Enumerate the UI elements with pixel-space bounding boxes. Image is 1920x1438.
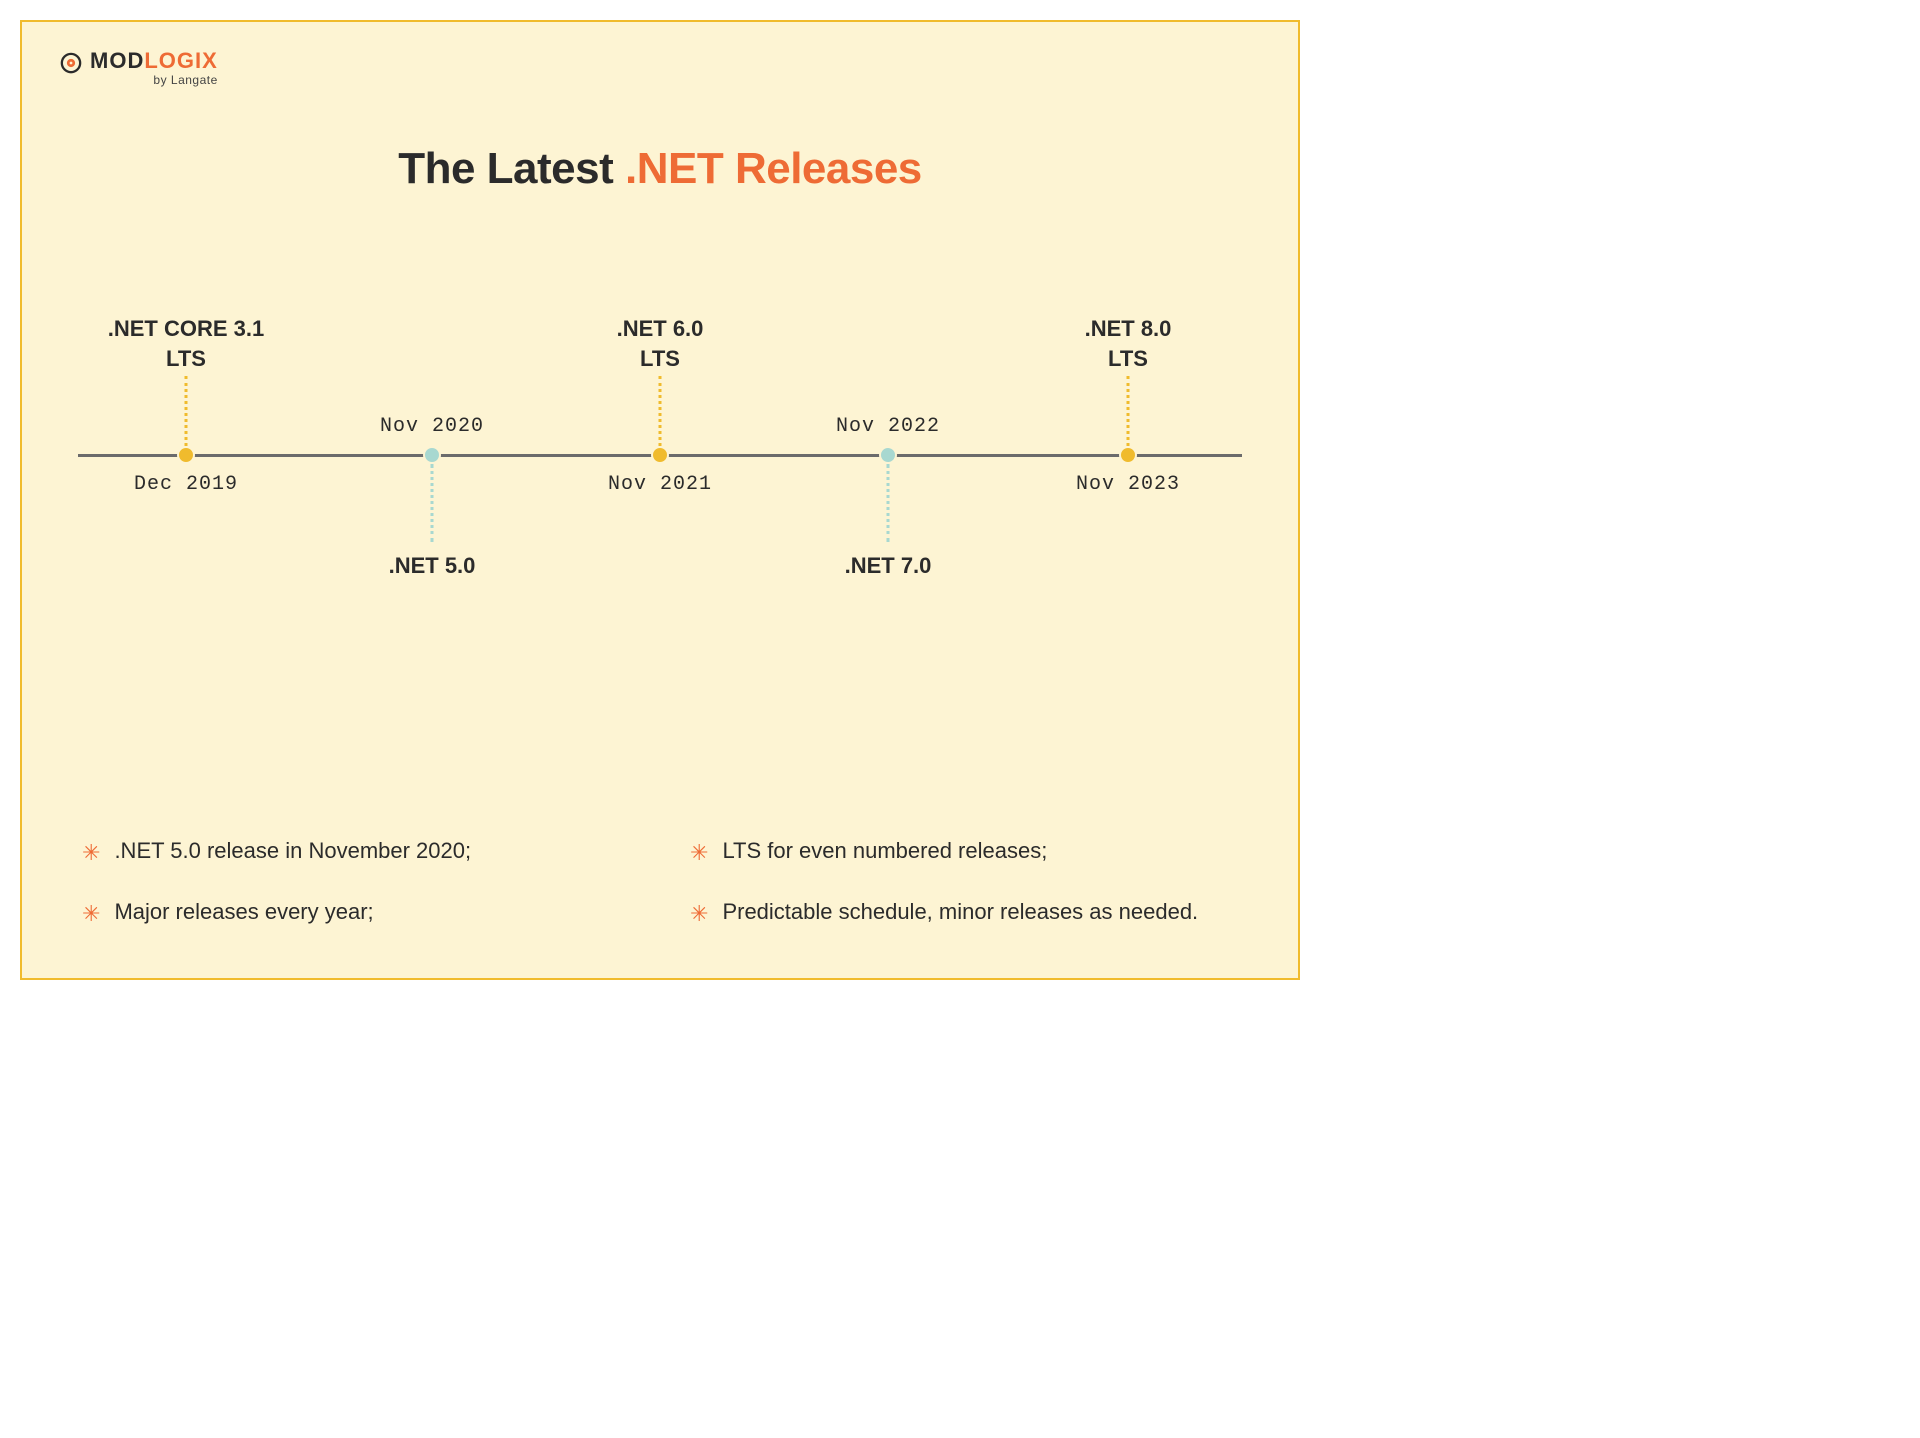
release-label: .NET CORE 3.1LTS [108, 314, 264, 373]
bullet-item: ✳ .NET 5.0 release in November 2020; [82, 836, 630, 869]
logo-text-dark: MOD [90, 48, 144, 73]
bullet-column-left: ✳ .NET 5.0 release in November 2020; ✳ Majo… [82, 836, 630, 930]
bullet-text: .NET 5.0 release in November 2020; [114, 836, 471, 867]
asterisk-icon: ✳ [690, 899, 708, 930]
bullet-text: LTS for even numbered releases; [722, 836, 1047, 867]
release-lts-tag: LTS [617, 344, 704, 374]
asterisk-icon: ✳ [82, 838, 100, 869]
title-accent: .NET Releases [625, 144, 922, 193]
bullet-section: ✳ .NET 5.0 release in November 2020; ✳ Majo… [82, 836, 1238, 930]
page-title: The Latest .NET Releases [60, 144, 1260, 194]
bullet-item: ✳ Major releases every year; [82, 897, 630, 930]
timeline-connector [431, 464, 434, 542]
release-label: .NET 7.0 [845, 553, 932, 579]
release-name: .NET 8.0 [1085, 314, 1172, 344]
logo: MODLOGIX by Langate [60, 50, 1260, 86]
release-name: .NET CORE 3.1 [108, 314, 264, 344]
release-date: Nov 2022 [836, 415, 940, 438]
bullet-text: Major releases every year; [114, 897, 373, 928]
release-lts-tag: LTS [1085, 344, 1172, 374]
release-name: .NET 6.0 [617, 314, 704, 344]
release-label: .NET 5.0 [389, 553, 476, 579]
release-date: Dec 2019 [134, 473, 238, 496]
release-date: Nov 2023 [1076, 473, 1180, 496]
bullet-item: ✳ Predictable schedule, minor releases as… [690, 897, 1238, 930]
logo-subtitle: by Langate [90, 74, 218, 86]
asterisk-icon: ✳ [690, 838, 708, 869]
logo-wordmark: MODLOGIX [90, 50, 218, 72]
timeline-connector [887, 464, 890, 542]
timeline: .NET CORE 3.1LTSDec 2019Nov 2020.NET 5.0… [60, 314, 1260, 634]
timeline-dot [423, 446, 441, 464]
asterisk-icon: ✳ [82, 899, 100, 930]
release-lts-tag: LTS [108, 344, 264, 374]
timeline-connector [185, 376, 188, 446]
timeline-connector [659, 376, 662, 446]
title-prefix: The Latest [398, 144, 625, 193]
timeline-dot [879, 446, 897, 464]
timeline-dot-lts [1119, 446, 1137, 464]
logo-text-accent: LOGIX [144, 48, 217, 73]
bullet-item: ✳ LTS for even numbered releases; [690, 836, 1238, 869]
infographic-frame: MODLOGIX by Langate The Latest .NET Rele… [20, 20, 1300, 980]
logo-icon [60, 52, 82, 74]
timeline-dot-lts [177, 446, 195, 464]
bullet-column-right: ✳ LTS for even numbered releases; ✳ Predict… [690, 836, 1238, 930]
timeline-connector [1127, 376, 1130, 446]
release-date: Nov 2020 [380, 415, 484, 438]
release-label: .NET 8.0LTS [1085, 314, 1172, 373]
timeline-dot-lts [651, 446, 669, 464]
bullet-text: Predictable schedule, minor releases as … [722, 897, 1198, 928]
release-date: Nov 2021 [608, 473, 712, 496]
release-label: .NET 6.0LTS [617, 314, 704, 373]
